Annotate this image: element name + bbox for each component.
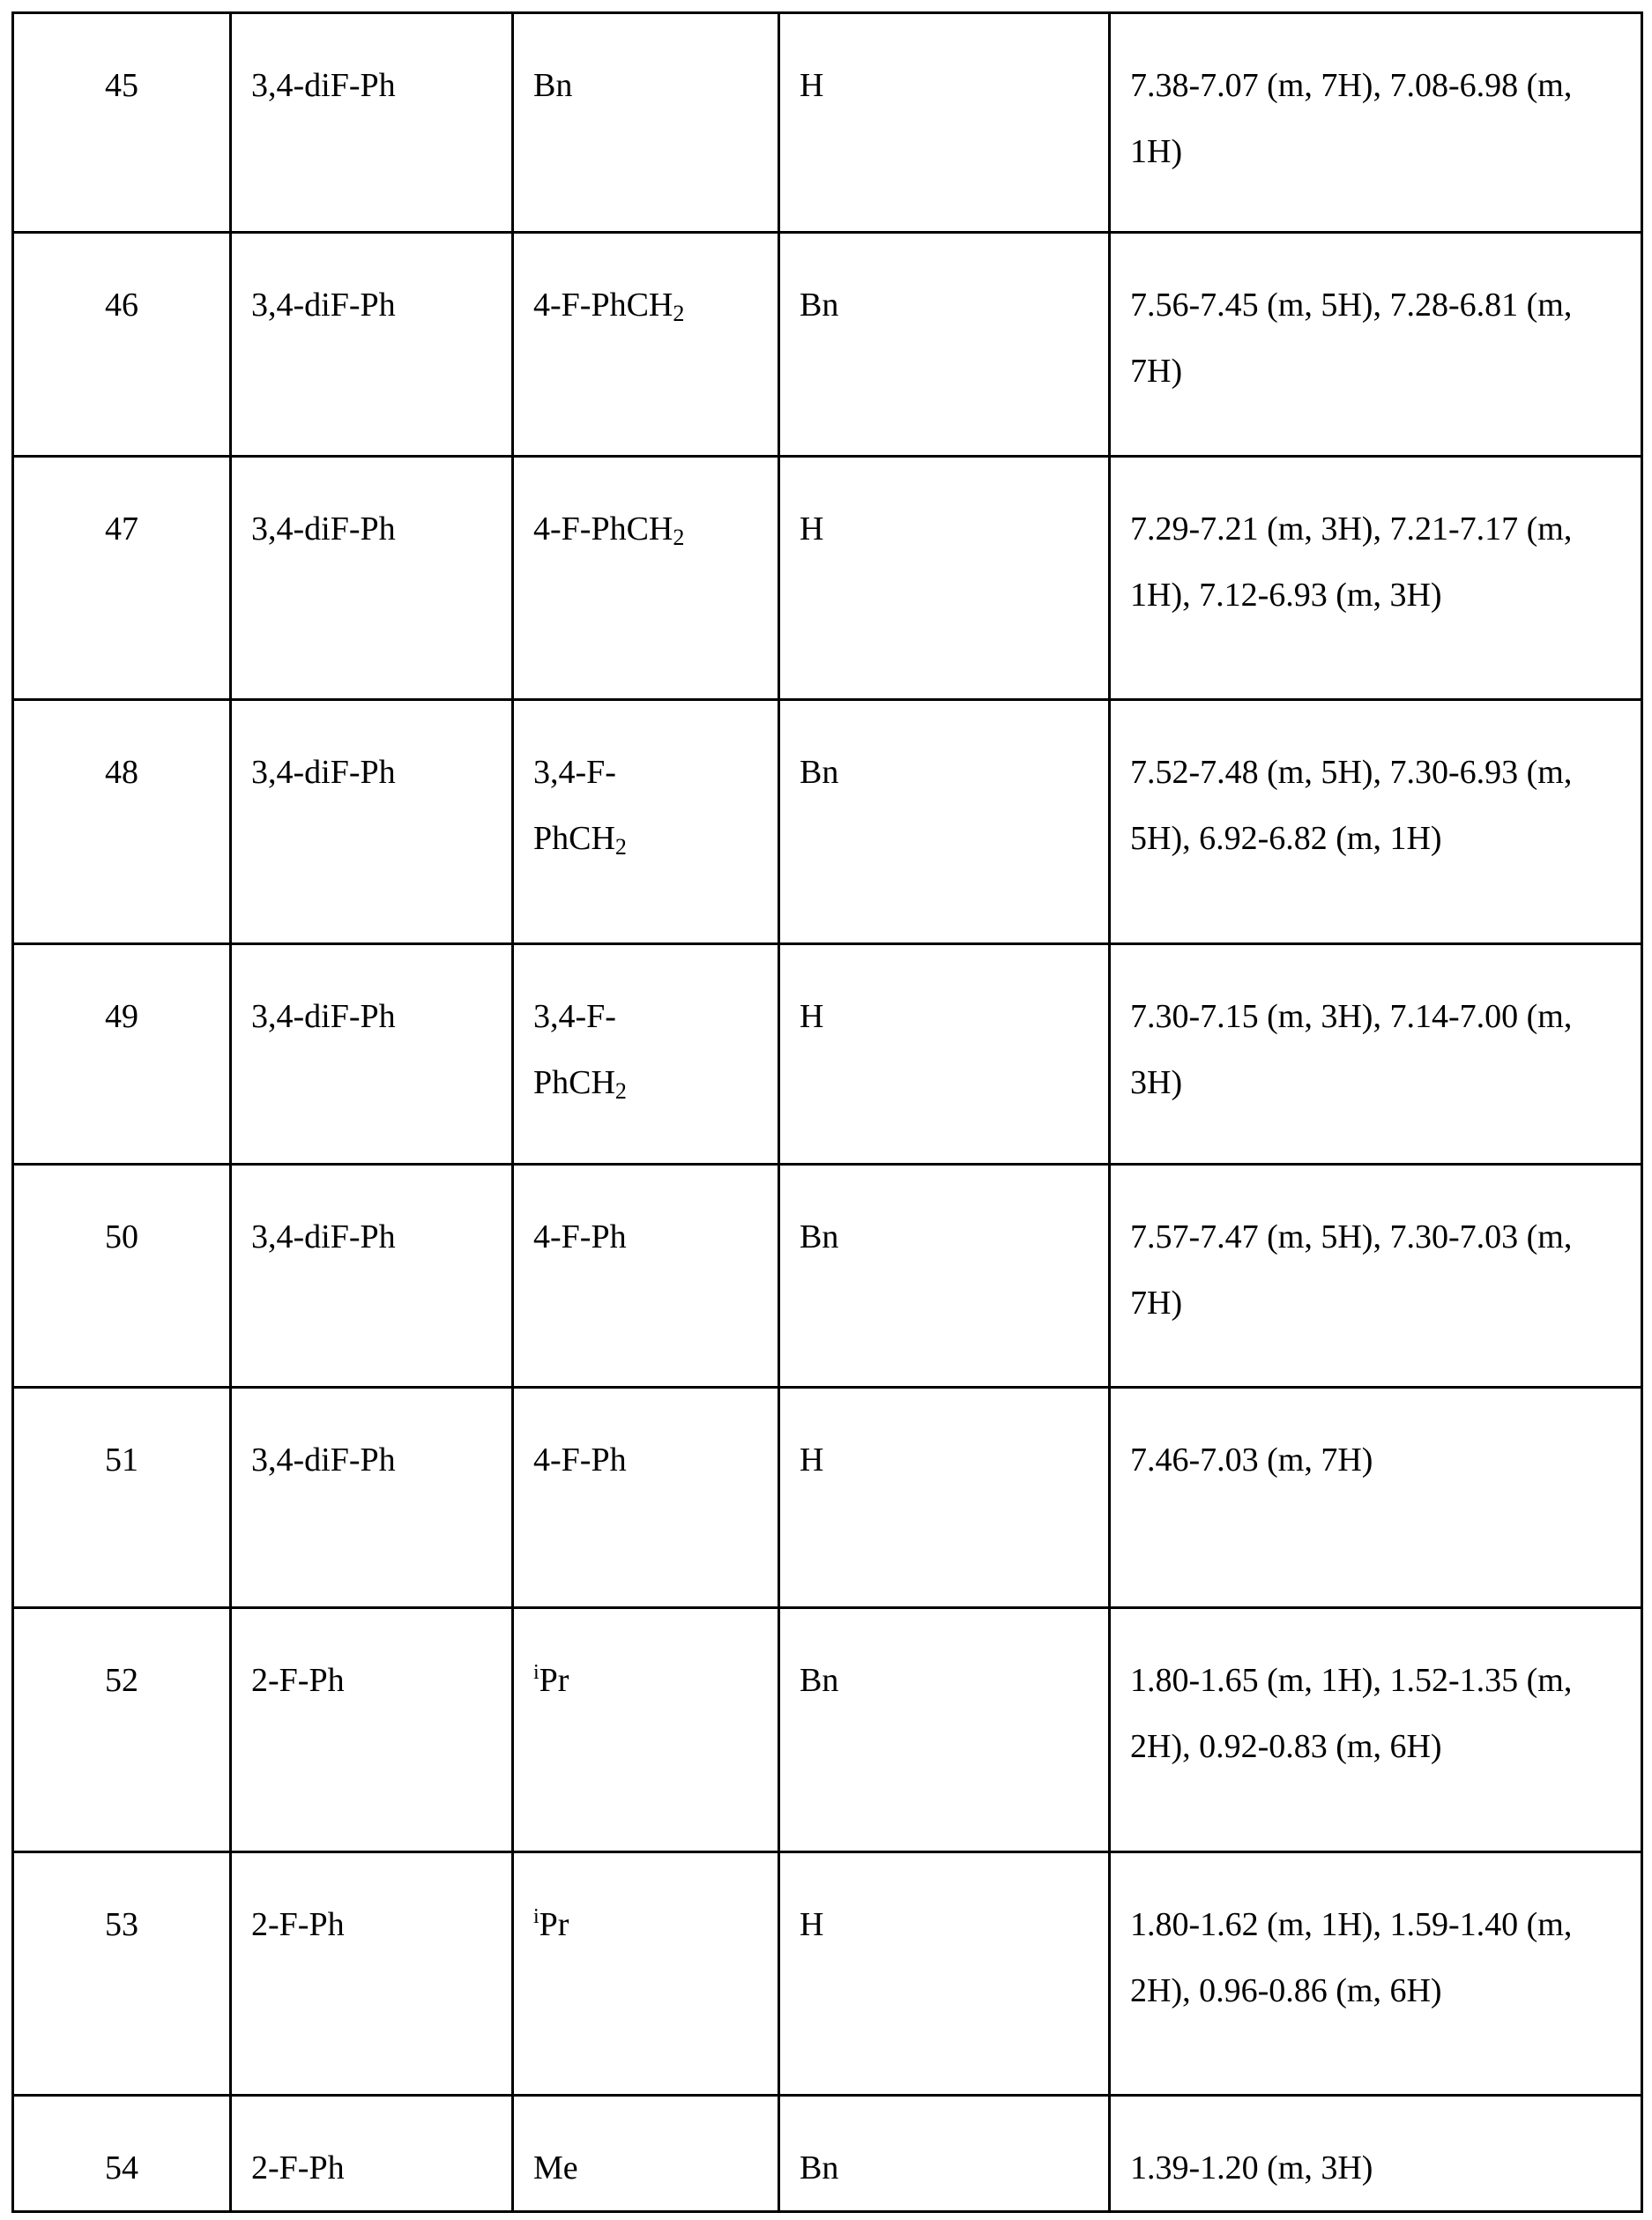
cell-text: H xyxy=(800,998,823,1035)
nmr-cell: 7.38-7.07 (m, 7H), 7.08-6.98 (m, 1H) xyxy=(1110,13,1642,233)
superscript: i xyxy=(533,1905,540,1928)
r1-cell: 3,4-diF-Ph xyxy=(231,457,513,700)
cell-text: 3,4-diF-Ph xyxy=(251,510,396,548)
cell-text: H xyxy=(800,1906,823,1943)
r3-cell: Bn xyxy=(779,1608,1110,1852)
r3-cell: Bn xyxy=(779,233,1110,457)
cell-text: 4-F-PhCH xyxy=(533,287,673,324)
r2-cell: 4-F-PhCH2 xyxy=(513,457,779,700)
superscript: i xyxy=(533,1661,540,1684)
nmr-data-table: 45 3,4-diF-Ph Bn H 7.38-7.07 (m, 7H), 7.08-6… xyxy=(11,11,1643,2213)
table-row: 48 3,4-diF-Ph 3,4-F- PhCH2 Bn 7.52-7.48 (m, 5… xyxy=(13,700,1642,944)
table-row: 54 2-F-Ph Me Bn 1.39-1.20 (m, 3H) xyxy=(13,2096,1642,2212)
r2-cell: 4-F-Ph xyxy=(513,1388,779,1608)
r1-cell: 3,4-diF-Ph xyxy=(231,1388,513,1608)
table-row: 53 2-F-Ph iPr H 1.80-1.62 (m, 1H), 1.59-1.40… xyxy=(13,1852,1642,2096)
cell-text: 2-F-Ph xyxy=(251,2149,345,2186)
r2-cell: 4-F-Ph xyxy=(513,1165,779,1388)
r1-cell: 3,4-diF-Ph xyxy=(231,700,513,944)
r1-cell: 3,4-diF-Ph xyxy=(231,233,513,457)
nmr-cell: 1.80-1.65 (m, 1H), 1.52-1.35 (m, 2H), 0.… xyxy=(1110,1608,1642,1852)
nmr-cell: 7.29-7.21 (m, 3H), 7.21-7.17 (m, 1H), 7.… xyxy=(1110,457,1642,700)
r3-cell: H xyxy=(779,1852,1110,2096)
cell-text: 2-F-Ph xyxy=(251,1906,345,1943)
cell-text: Bn xyxy=(800,1218,838,1255)
r3-cell: Bn xyxy=(779,700,1110,944)
compound-number-cell: 52 xyxy=(13,1608,231,1852)
cell-text: 3,4-diF-Ph xyxy=(251,1218,396,1255)
table-row: 47 3,4-diF-Ph 4-F-PhCH2 H 7.29-7.21 (m, 3H),… xyxy=(13,457,1642,700)
r2-cell: iPr xyxy=(513,1608,779,1852)
cell-text: 4-F-Ph xyxy=(533,1218,627,1255)
cell-text: 4-F-Ph xyxy=(533,1442,627,1479)
compound-number-cell: 48 xyxy=(13,700,231,944)
compound-number-cell: 53 xyxy=(13,1852,231,2096)
r3-cell: H xyxy=(779,1388,1110,1608)
nmr-cell: 7.57-7.47 (m, 5H), 7.30-7.03 (m, 7H) xyxy=(1110,1165,1642,1388)
cell-text: 2-F-Ph xyxy=(251,1662,345,1699)
table-row: 50 3,4-diF-Ph 4-F-Ph Bn 7.57-7.47 (m, 5H), 7… xyxy=(13,1165,1642,1388)
r1-cell: 3,4-diF-Ph xyxy=(231,13,513,233)
compound-number-cell: 51 xyxy=(13,1388,231,1608)
cell-text: 3,4-diF-Ph xyxy=(251,287,396,324)
cell-text: Bn xyxy=(800,287,838,324)
r1-cell: 3,4-diF-Ph xyxy=(231,944,513,1165)
r3-cell: Bn xyxy=(779,2096,1110,2212)
r3-cell: H xyxy=(779,457,1110,700)
cell-text: H xyxy=(800,1442,823,1479)
cell-text: Bn xyxy=(800,2149,838,2186)
r2-cell: 3,4-F- PhCH2 xyxy=(513,944,779,1165)
r2-cell: 4-F-PhCH2 xyxy=(513,233,779,457)
r2-cell: Bn xyxy=(513,13,779,233)
subscript: 2 xyxy=(615,1078,627,1104)
cell-text: Bn xyxy=(800,1662,838,1699)
compound-number-cell: 47 xyxy=(13,457,231,700)
cell-text: 4-F-PhCH xyxy=(533,510,673,548)
compound-number-cell: 46 xyxy=(13,233,231,457)
nmr-cell: 1.39-1.20 (m, 3H) xyxy=(1110,2096,1642,2212)
subscript: 2 xyxy=(673,525,684,550)
nmr-cell: 7.46-7.03 (m, 7H) xyxy=(1110,1388,1642,1608)
cell-text: Bn xyxy=(800,754,838,791)
nmr-cell: 7.56-7.45 (m, 5H), 7.28-6.81 (m, 7H) xyxy=(1110,233,1642,457)
r2-cell: iPr xyxy=(513,1852,779,2096)
cell-text: Pr xyxy=(540,1662,569,1699)
r1-cell: 2-F-Ph xyxy=(231,2096,513,2212)
table-row: 45 3,4-diF-Ph Bn H 7.38-7.07 (m, 7H), 7.08-6… xyxy=(13,13,1642,233)
cell-text: 3,4-diF-Ph xyxy=(251,754,396,791)
r2-cell: 3,4-F- PhCH2 xyxy=(513,700,779,944)
cell-prefix: 3,4-F- xyxy=(533,984,742,1050)
cell-text: Pr xyxy=(540,1906,569,1943)
compound-number-cell: 54 xyxy=(13,2096,231,2212)
r1-cell: 2-F-Ph xyxy=(231,1608,513,1852)
table-row: 49 3,4-diF-Ph 3,4-F- PhCH2 H 7.30-7.15 (m, 3H… xyxy=(13,944,1642,1165)
nmr-cell: 7.52-7.48 (m, 5H), 7.30-6.93 (m, 5H), 6.… xyxy=(1110,700,1642,944)
cell-text: PhCH xyxy=(533,820,615,857)
r3-cell: H xyxy=(779,944,1110,1165)
cell-text: H xyxy=(800,67,823,104)
subscript: 2 xyxy=(673,301,684,326)
r3-cell: Bn xyxy=(779,1165,1110,1388)
compound-number-cell: 45 xyxy=(13,13,231,233)
nmr-cell: 7.30-7.15 (m, 3H), 7.14-7.00 (m, 3H) xyxy=(1110,944,1642,1165)
cell-text: 3,4-diF-Ph xyxy=(251,1442,396,1479)
table-row: 51 3,4-diF-Ph 4-F-Ph H 7.46-7.03 (m, 7H) xyxy=(13,1388,1642,1608)
table-row: 52 2-F-Ph iPr Bn 1.80-1.65 (m, 1H), 1.52-1.3… xyxy=(13,1608,1642,1852)
cell-text: H xyxy=(800,510,823,548)
r3-cell: H xyxy=(779,13,1110,233)
nmr-cell: 1.80-1.62 (m, 1H), 1.59-1.40 (m, 2H), 0.… xyxy=(1110,1852,1642,2096)
compound-number-cell: 50 xyxy=(13,1165,231,1388)
cell-text: 3,4-diF-Ph xyxy=(251,998,396,1035)
subscript: 2 xyxy=(615,834,627,860)
cell-text: Me xyxy=(533,2149,578,2186)
cell-text: Bn xyxy=(533,67,572,104)
compound-number-cell: 49 xyxy=(13,944,231,1165)
cell-prefix: 3,4-F- xyxy=(533,740,742,806)
r1-cell: 2-F-Ph xyxy=(231,1852,513,2096)
cell-text: PhCH xyxy=(533,1064,615,1101)
cell-text: 3,4-diF-Ph xyxy=(251,67,396,104)
r2-cell: Me xyxy=(513,2096,779,2212)
table-row: 46 3,4-diF-Ph 4-F-PhCH2 Bn 7.56-7.45 (m, 5H)… xyxy=(13,233,1642,457)
r1-cell: 3,4-diF-Ph xyxy=(231,1165,513,1388)
